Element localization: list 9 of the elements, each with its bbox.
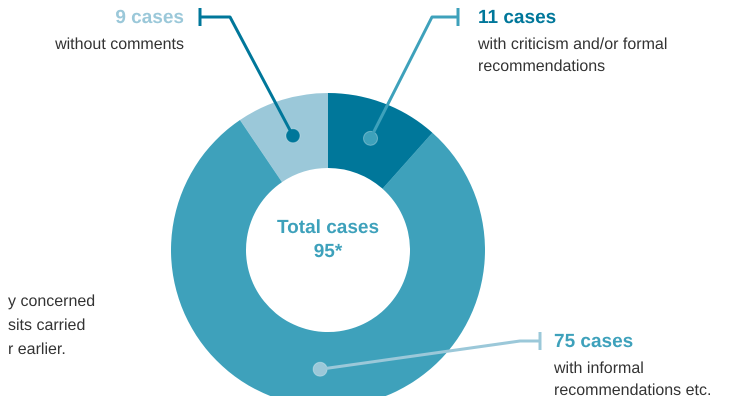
text: 95* xyxy=(312,240,344,264)
slice-label: without comments xyxy=(54,35,184,55)
slice-label: with informal recommendations etc. xyxy=(554,359,712,398)
data-label: 9 cases xyxy=(114,7,184,30)
data-label: 11 cases xyxy=(478,7,558,30)
text: Total cases xyxy=(276,216,380,240)
slice-label: with criticism and/or formal recommendations xyxy=(478,35,668,77)
text: y concerned sits carried r earlier. xyxy=(8,292,96,360)
data-label: 75 cases xyxy=(554,330,634,354)
